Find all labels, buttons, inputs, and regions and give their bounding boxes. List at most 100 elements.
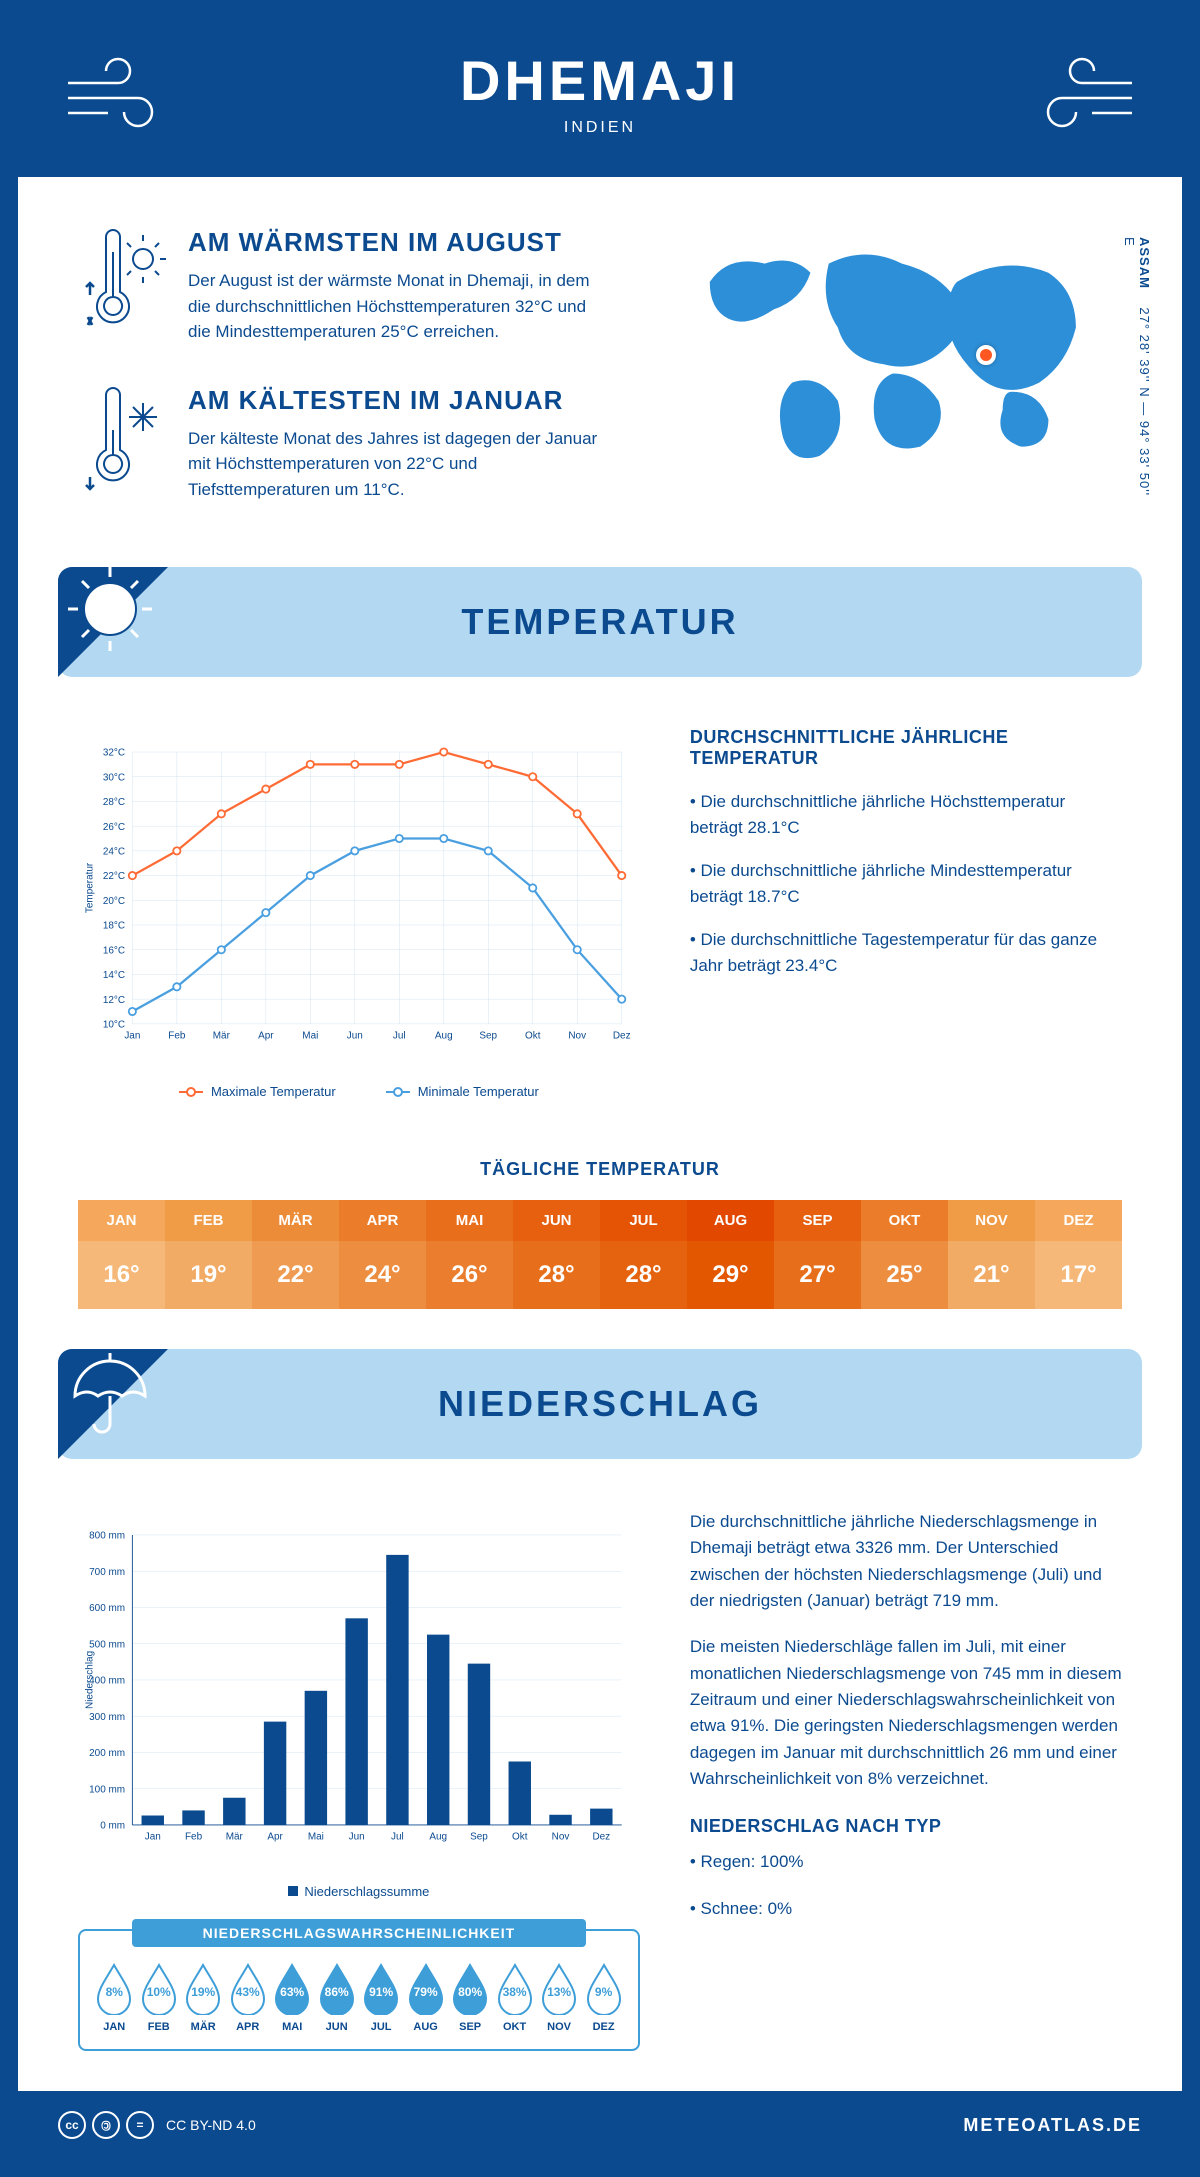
precip-probability-drop: 8% JAN <box>92 1963 136 2033</box>
daily-cell: JUL 28° <box>600 1200 687 1309</box>
svg-text:Apr: Apr <box>267 1831 283 1842</box>
precip-probability-drop: 43% APR <box>225 1963 269 2033</box>
precip-banner-text: NIEDERSCHLAG <box>438 1383 762 1425</box>
precip-probability-drop: 86% JUN <box>314 1963 358 2033</box>
by-icon: 🄯 <box>92 2111 120 2139</box>
precip-probability-box: NIEDERSCHLAGSWAHRSCHEINLICHKEIT 8% JAN 1… <box>78 1929 640 2051</box>
precip-type-heading: NIEDERSCHLAG NACH TYP <box>690 1816 1122 1837</box>
svg-text:10°C: 10°C <box>103 1019 125 1030</box>
daily-temp-table: JAN 16° FEB 19° MÄR 22° APR 24° MAI 26° … <box>78 1200 1122 1309</box>
drop-icon: 9% <box>584 1963 624 2015</box>
svg-text:Jan: Jan <box>124 1030 140 1041</box>
temp-facts-heading: DURCHSCHNITTLICHE JÄHRLICHE TEMPERATUR <box>690 727 1122 769</box>
svg-text:Jun: Jun <box>349 1831 365 1842</box>
page-header: DHEMAJI INDIEN <box>18 18 1182 177</box>
page-title: DHEMAJI <box>198 48 1002 113</box>
svg-text:0 mm: 0 mm <box>100 1821 125 1832</box>
temperature-line-chart: 10°C12°C14°C16°C18°C20°C22°C24°C26°C28°C… <box>78 727 640 1099</box>
drop-icon: 91% <box>361 1963 401 2015</box>
svg-text:24°C: 24°C <box>103 846 125 857</box>
svg-text:Jul: Jul <box>391 1831 404 1842</box>
svg-text:22°C: 22°C <box>103 871 125 882</box>
svg-text:Mai: Mai <box>308 1831 324 1842</box>
svg-text:100 mm: 100 mm <box>89 1784 125 1795</box>
precip-bar-chart: 0 mm100 mm200 mm300 mm400 mm500 mm600 mm… <box>78 1509 640 1869</box>
precip-probability-drop: 91% JUL <box>359 1963 403 2033</box>
svg-text:Mai: Mai <box>302 1030 318 1041</box>
cc-icon: cc <box>58 2111 86 2139</box>
svg-text:Niederschlag: Niederschlag <box>84 1651 95 1709</box>
svg-text:Mär: Mär <box>213 1030 231 1041</box>
drop-icon: 8% <box>94 1963 134 2015</box>
svg-text:32°C: 32°C <box>103 748 125 759</box>
svg-text:Dez: Dez <box>592 1831 610 1842</box>
svg-text:Dez: Dez <box>613 1030 631 1041</box>
svg-text:Apr: Apr <box>258 1030 274 1041</box>
warmest-block: AM WÄRMSTEN IM AUGUST Der August ist der… <box>78 227 604 345</box>
svg-text:Aug: Aug <box>429 1831 447 1842</box>
thermometer-snow-icon <box>78 385 168 503</box>
precip-probability-drop: 80% SEP <box>448 1963 492 2033</box>
svg-text:Feb: Feb <box>168 1030 186 1041</box>
svg-text:18°C: 18°C <box>103 921 125 932</box>
drop-icon: 80% <box>450 1963 490 2015</box>
coordinates-label: ASSAM 27° 28' 39'' N — 94° 33' 50'' E <box>1122 237 1152 507</box>
precip-probability-drop: 19% MÄR <box>181 1963 225 2033</box>
nd-icon: = <box>126 2111 154 2139</box>
daily-cell: APR 24° <box>339 1200 426 1309</box>
precip-legend: Niederschlagssumme <box>78 1884 640 1899</box>
svg-text:30°C: 30°C <box>103 772 125 783</box>
svg-text:Temperatur: Temperatur <box>84 862 95 913</box>
precip-banner: NIEDERSCHLAG <box>58 1349 1142 1459</box>
temperature-legend: Maximale Temperatur Minimale Temperatur <box>78 1084 640 1099</box>
svg-text:Okt: Okt <box>525 1030 541 1041</box>
svg-text:Feb: Feb <box>185 1831 203 1842</box>
svg-text:Jan: Jan <box>145 1831 161 1842</box>
map-marker-icon <box>976 345 996 365</box>
thermometer-sun-icon <box>78 227 168 345</box>
warmest-heading: AM WÄRMSTEN IM AUGUST <box>188 227 604 258</box>
daily-cell: FEB 19° <box>165 1200 252 1309</box>
svg-text:600 mm: 600 mm <box>89 1603 125 1614</box>
license-text: CC BY-ND 4.0 <box>166 2117 256 2133</box>
page-footer: cc 🄯 = CC BY-ND 4.0 METEOATLAS.DE <box>18 2091 1182 2159</box>
temperature-facts: DURCHSCHNITTLICHE JÄHRLICHE TEMPERATUR •… <box>690 727 1122 1099</box>
umbrella-icon <box>48 1333 178 1463</box>
svg-text:500 mm: 500 mm <box>89 1639 125 1650</box>
svg-text:16°C: 16°C <box>103 945 125 956</box>
svg-text:Nov: Nov <box>552 1831 570 1842</box>
svg-text:12°C: 12°C <box>103 995 125 1006</box>
daily-cell: MÄR 22° <box>252 1200 339 1309</box>
warmest-body: Der August ist der wärmste Monat in Dhem… <box>188 268 604 345</box>
drop-icon: 19% <box>183 1963 223 2015</box>
world-map-icon <box>664 227 1122 483</box>
sun-icon <box>48 551 178 681</box>
daily-temp-heading: TÄGLICHE TEMPERATUR <box>18 1159 1182 1180</box>
svg-text:Nov: Nov <box>568 1030 586 1041</box>
drop-icon: 79% <box>406 1963 446 2015</box>
drop-icon: 10% <box>139 1963 179 2015</box>
svg-text:Mär: Mär <box>226 1831 244 1842</box>
svg-text:20°C: 20°C <box>103 896 125 907</box>
temperature-banner-text: TEMPERATUR <box>461 601 738 643</box>
drop-icon: 86% <box>317 1963 357 2015</box>
drop-icon: 43% <box>228 1963 268 2015</box>
svg-text:700 mm: 700 mm <box>89 1567 125 1578</box>
page-subtitle: INDIEN <box>198 119 1002 137</box>
svg-text:Aug: Aug <box>435 1030 453 1041</box>
precip-probability-drop: 13% NOV <box>537 1963 581 2033</box>
daily-cell: MAI 26° <box>426 1200 513 1309</box>
drop-icon: 63% <box>272 1963 312 2015</box>
precip-probability-drop: 10% FEB <box>136 1963 180 2033</box>
wind-icon-right <box>1002 53 1142 133</box>
cc-license-icons: cc 🄯 = <box>58 2111 154 2139</box>
daily-cell: JUN 28° <box>513 1200 600 1309</box>
daily-cell: SEP 27° <box>774 1200 861 1309</box>
svg-text:Okt: Okt <box>512 1831 528 1842</box>
daily-cell: DEZ 17° <box>1035 1200 1122 1309</box>
svg-text:Sep: Sep <box>479 1030 497 1041</box>
daily-cell: AUG 29° <box>687 1200 774 1309</box>
temperature-banner: TEMPERATUR <box>58 567 1142 677</box>
coldest-block: AM KÄLTESTEN IM JANUAR Der kälteste Mona… <box>78 385 604 503</box>
wind-icon-left <box>58 53 198 133</box>
